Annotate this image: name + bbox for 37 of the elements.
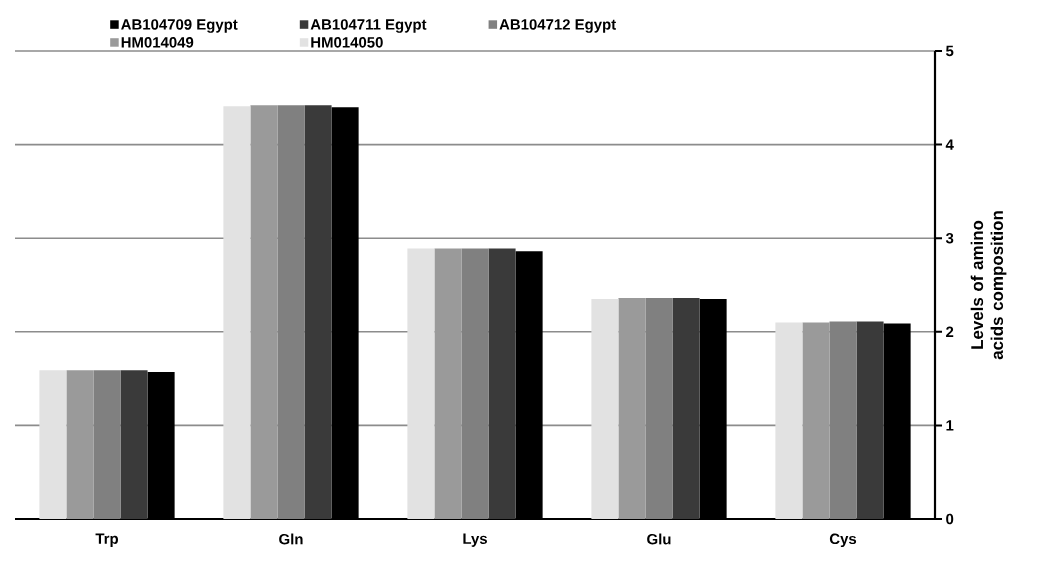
bar [39, 370, 67, 519]
bar [488, 248, 516, 519]
bar [120, 370, 148, 519]
y-tick-label: 4 [945, 139, 954, 150]
legend-label: HM014049 [121, 37, 194, 48]
x-tick-label: Cys [829, 533, 857, 548]
legend-label: AB104709 Egypt [121, 19, 238, 33]
bar [223, 106, 251, 519]
bar [645, 298, 673, 519]
bar [434, 248, 462, 519]
bar [93, 370, 121, 519]
bar [856, 321, 884, 519]
bar [66, 370, 94, 519]
x-tick-label: Gln [279, 533, 303, 545]
bar [407, 248, 435, 519]
y-tick-label: 2 [946, 326, 954, 338]
y-tick-label: 0 [946, 513, 954, 525]
x-tick-label: Trp [95, 533, 119, 547]
x-tick-label: Lys [463, 533, 487, 547]
x-tick-label: Glu [647, 533, 671, 545]
bar [304, 105, 332, 519]
y-axis-title: Levels of amino acids composition [970, 211, 1007, 360]
bar [829, 321, 857, 519]
y-tick-label: 5 [945, 45, 954, 57]
bar [618, 298, 646, 519]
legend-label: AB104712 Egypt [499, 19, 616, 33]
bar [802, 322, 830, 519]
y-tick-label: 3 [945, 232, 954, 244]
bar [461, 248, 489, 519]
bar [250, 105, 278, 519]
bar [775, 322, 803, 519]
bar [591, 299, 619, 519]
legend-label: HM014050 [311, 37, 383, 48]
bar [672, 298, 700, 519]
y-tick-label: 1 [946, 420, 954, 431]
legend-label: AB104711 Egypt [310, 19, 427, 33]
bar [277, 105, 305, 519]
